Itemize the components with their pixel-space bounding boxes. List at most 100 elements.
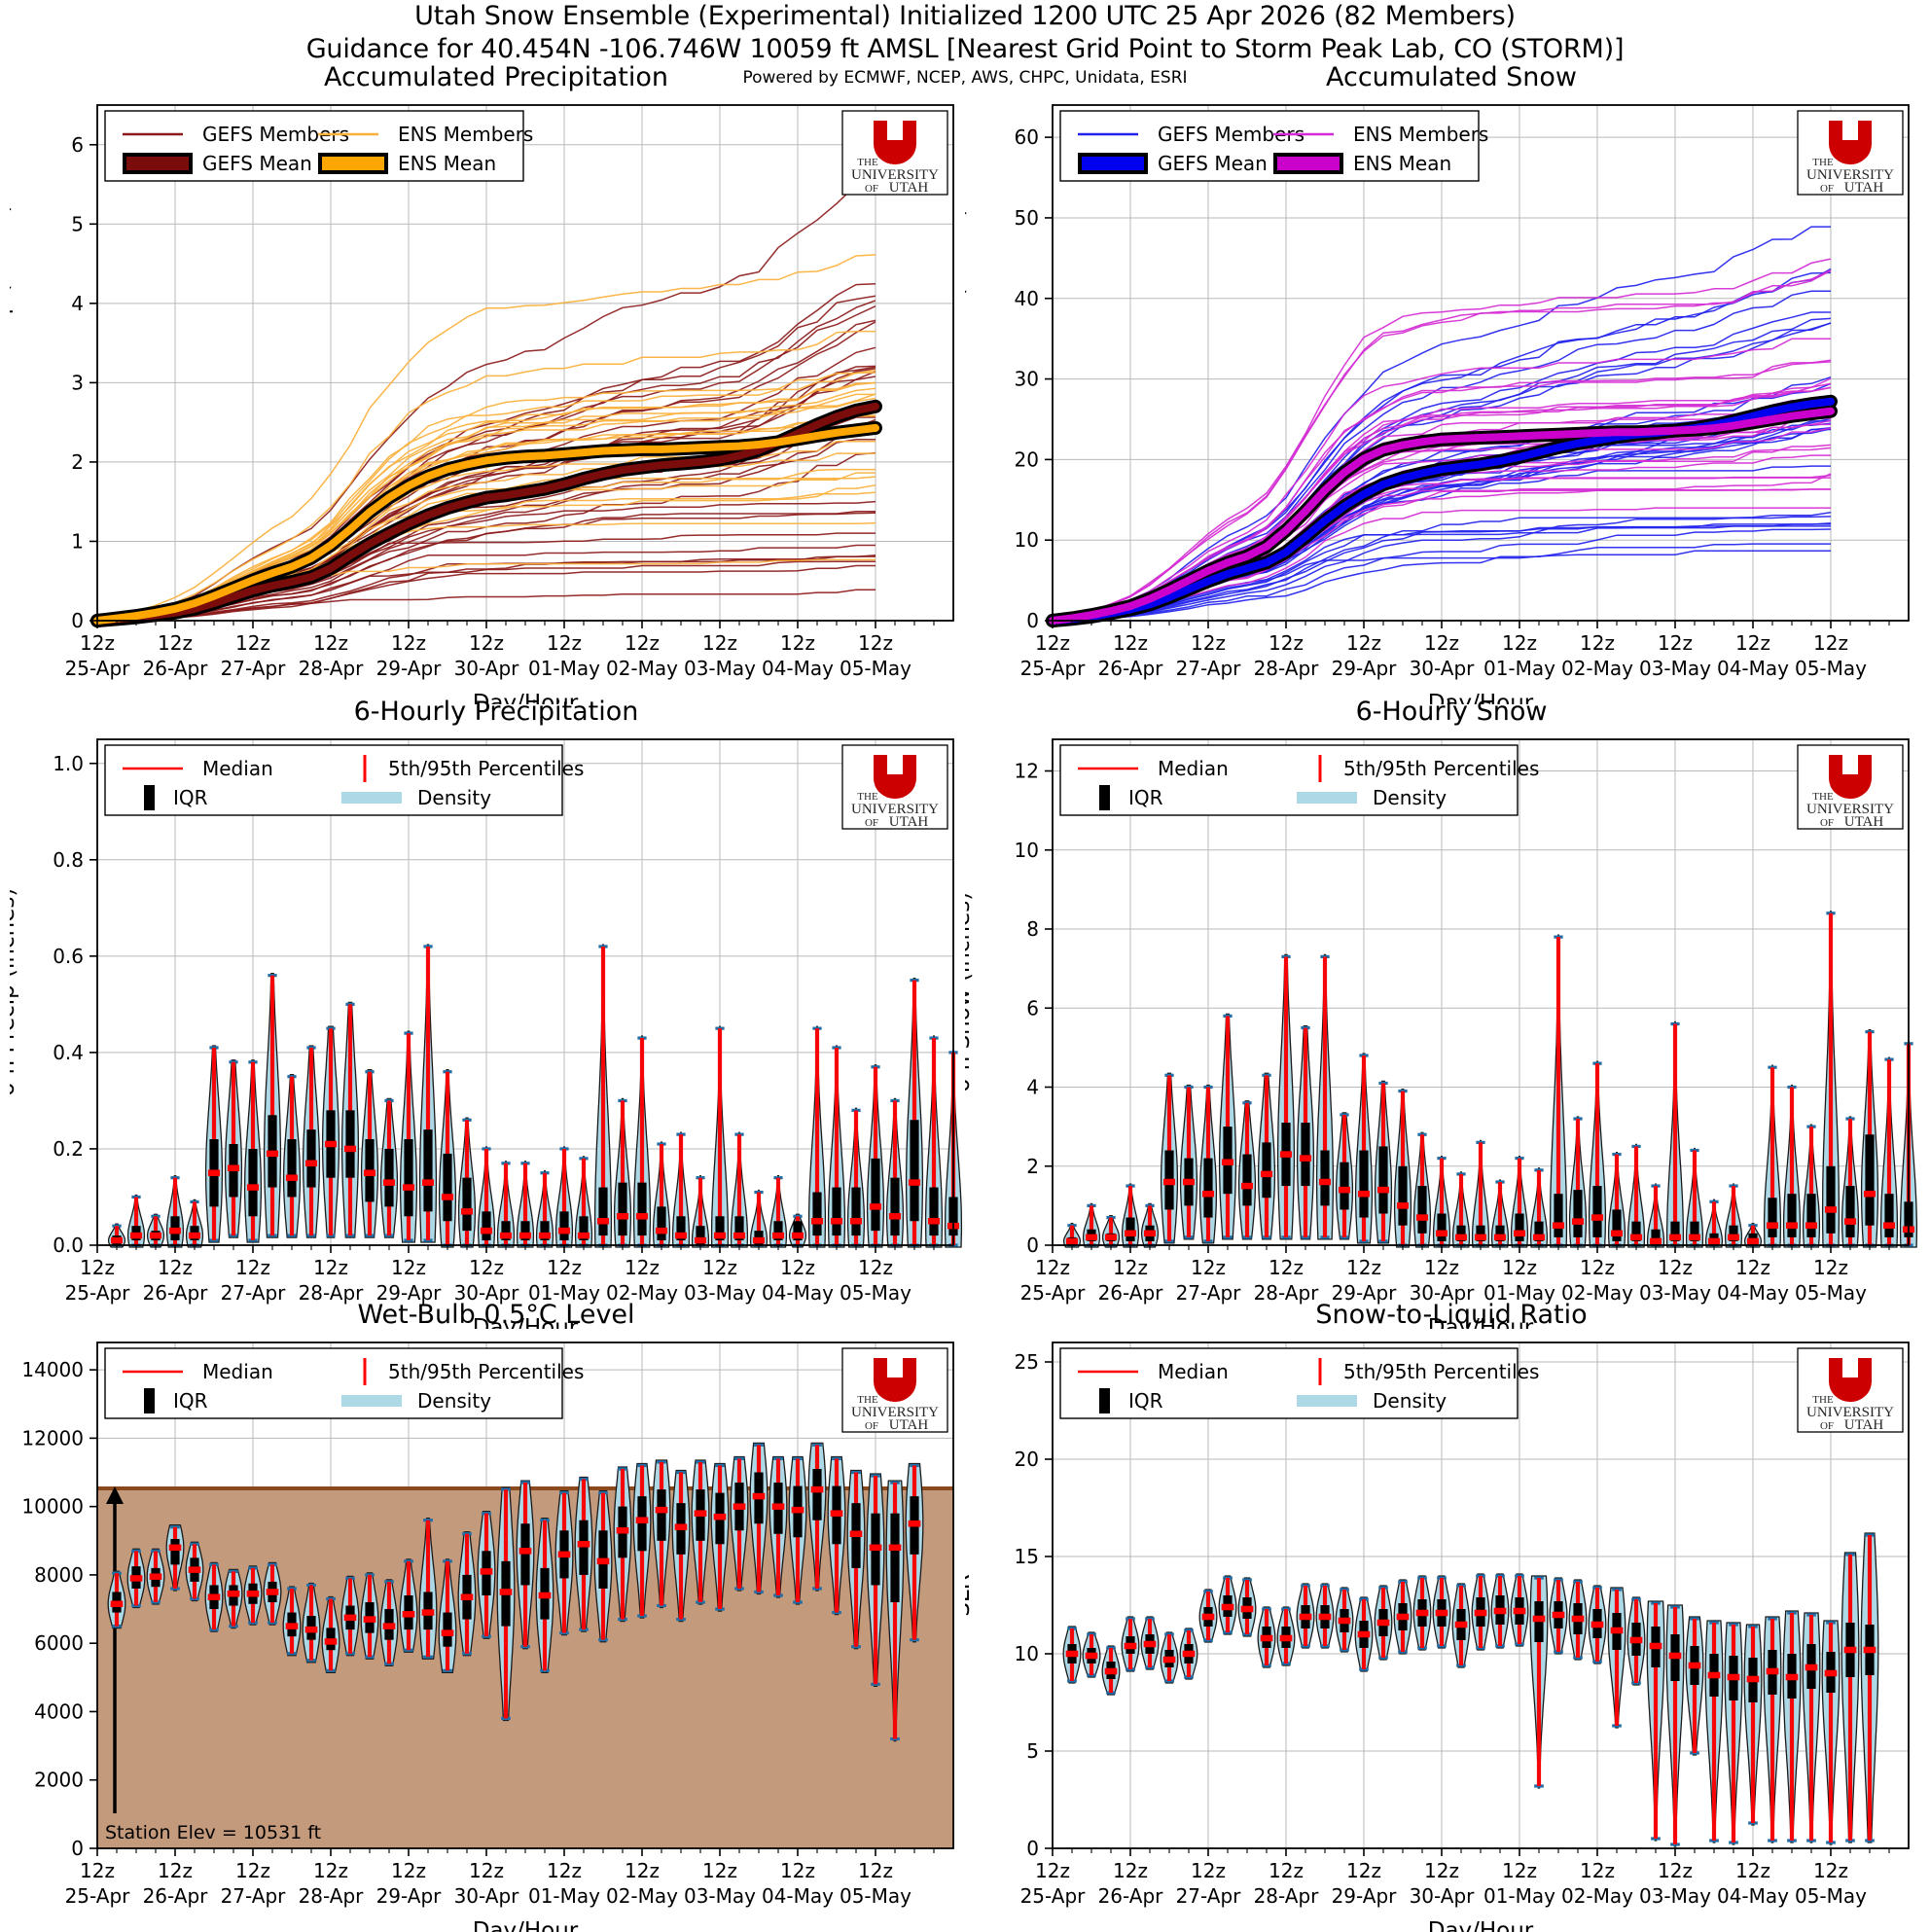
y-tick-label: 8000 (34, 1563, 84, 1587)
mean-line-ens-mean (1049, 407, 1835, 625)
x-axis: 12z25-Apr12z26-Apr12z27-Apr12z28-Apr12z2… (65, 621, 935, 680)
legend-wet-bulb-level: Median 5th/95th Percentiles IQR Density (104, 1347, 584, 1419)
header-line-1: Utah Snow Ensemble (Experimental) Initia… (414, 1, 1516, 31)
violin (1062, 1223, 1082, 1248)
y-tick-label: 0.2 (53, 1137, 84, 1161)
y-tick-label: 0.0 (53, 1234, 84, 1257)
iqr-box (1884, 1194, 1894, 1237)
x-tick-date: 29-Apr (376, 1281, 443, 1305)
logo-the: THE (857, 1394, 878, 1406)
x-tick-hour: 12z (1658, 1256, 1693, 1279)
x-tick-date: 28-Apr (299, 1281, 365, 1305)
x-tick-date: 25-Apr (1020, 657, 1087, 680)
violin (1724, 1183, 1743, 1248)
logo-university: UNIVERSITY (1806, 802, 1894, 817)
violin (243, 1059, 263, 1243)
x-tick-hour: 12z (1191, 1256, 1226, 1279)
legend-item-ens-mean: ENS Mean (318, 152, 496, 175)
x-tick-date: 27-Apr (221, 1884, 287, 1908)
y-tick-label: 0.8 (53, 848, 84, 872)
violin (457, 1531, 477, 1657)
violin (321, 1025, 340, 1238)
x-tick-date: 02-May (1561, 1281, 1633, 1305)
x-tick-hour: 12z (1813, 631, 1848, 655)
x-axis-label: Day/Hour (473, 1918, 579, 1932)
legend-item-5th-95th-percentiles: 5th/95th Percentiles (1318, 1358, 1539, 1385)
violin (1121, 1183, 1140, 1248)
iqr-box (812, 1469, 822, 1521)
x-tick-date: 03-May (684, 657, 756, 680)
logo-of: OF (1820, 183, 1834, 195)
violin (827, 1455, 846, 1616)
panel-accumulated-precipitation: Accumulated Precipitation 0 1 2 3 4 5 6 Accumula… (10, 62, 983, 704)
violin (788, 1213, 807, 1248)
violin (1490, 1573, 1510, 1649)
legend-item-iqr: IQR (144, 1388, 208, 1413)
iqr-box (637, 1496, 647, 1552)
y-axis-label: Accumulated Snow (inches) (965, 207, 969, 518)
x-tick-date: 25-Apr (1020, 1281, 1087, 1305)
logo-the: THE (1812, 1394, 1834, 1406)
x-tick-date: 02-May (1561, 657, 1633, 680)
iqr-box (871, 1158, 880, 1232)
iqr-box (1262, 1142, 1271, 1199)
x-tick-hour: 12z (1269, 631, 1304, 655)
legend-swatch-density (1297, 792, 1357, 804)
legend-item-median: Median (123, 1360, 273, 1383)
violin (1782, 1084, 1802, 1248)
violin (671, 1469, 691, 1623)
iqr-box (1398, 1165, 1408, 1226)
violin (321, 1595, 340, 1673)
violin (554, 1146, 574, 1248)
y-axis-label: 6-h Snow (inches) (965, 892, 975, 1092)
x-tick-hour: 12z (235, 1859, 270, 1882)
legend-item-density: Density (341, 786, 491, 809)
legend-item-ens-members: ENS Members (1273, 123, 1488, 146)
legend-label: Median (202, 757, 273, 780)
x-tick-date: 30-Apr (454, 657, 520, 680)
violin (282, 1586, 302, 1657)
violin (1257, 1072, 1276, 1240)
x-tick-date: 28-Apr (1254, 657, 1320, 680)
x-tick-hour: 12z (235, 631, 270, 655)
plot-wet-bulb-level: Station Elev = 10531 ft 0 2000 4000 6000 8000… (21, 1342, 954, 1932)
y-tick-label: 0 (1026, 609, 1039, 632)
iqr-box (1554, 1194, 1563, 1237)
x-tick-hour: 12z (235, 1256, 270, 1279)
violin-group (1062, 911, 1918, 1248)
violin (924, 1035, 944, 1248)
mean-line-ens-mean (93, 423, 879, 625)
violin (1724, 1622, 1743, 1845)
iqr-box (1787, 1194, 1797, 1237)
legend-label: ENS Mean (1353, 152, 1451, 175)
x-tick-hour: 12z (391, 1256, 426, 1279)
x-tick-hour: 12z (158, 631, 193, 655)
x-tick-hour: 12z (1813, 1256, 1848, 1279)
x-tick-hour: 12z (313, 1256, 348, 1279)
header-line-3: Powered by ECMWF, NCEP, AWS, CHPC, Unida… (742, 68, 1188, 88)
violin (1549, 934, 1568, 1248)
x-tick-date: 25-Apr (65, 1281, 131, 1305)
legend-item-median: Median (1078, 1360, 1229, 1383)
violin (1121, 1616, 1140, 1672)
legend-label: 5th/95th Percentiles (1343, 1360, 1539, 1383)
violin (846, 1469, 866, 1650)
legend-label: 5th/95th Percentiles (1343, 757, 1539, 780)
legend-label: 5th/95th Percentiles (388, 1360, 584, 1383)
violin (516, 1161, 535, 1248)
y-axis-label: Accumulated Precip (inches) (10, 203, 14, 522)
logo-utah: UTAH (889, 1417, 929, 1433)
legend-item-5th-95th-percentiles: 5th/95th Percentiles (363, 755, 584, 782)
violin (768, 1455, 788, 1598)
y-tick-label: 10000 (21, 1495, 84, 1519)
iqr-box (443, 1153, 452, 1222)
legend-box (1059, 1347, 1519, 1419)
x-tick-hour: 12z (702, 631, 737, 655)
y-tick-label: 3 (71, 371, 84, 394)
logo-of: OF (1820, 1420, 1834, 1432)
iqr-box (1203, 1158, 1213, 1218)
y-tick-label: 14000 (21, 1358, 84, 1381)
x-tick-date: 25-Apr (1020, 1884, 1087, 1908)
y-tick-label: 5 (71, 212, 84, 235)
